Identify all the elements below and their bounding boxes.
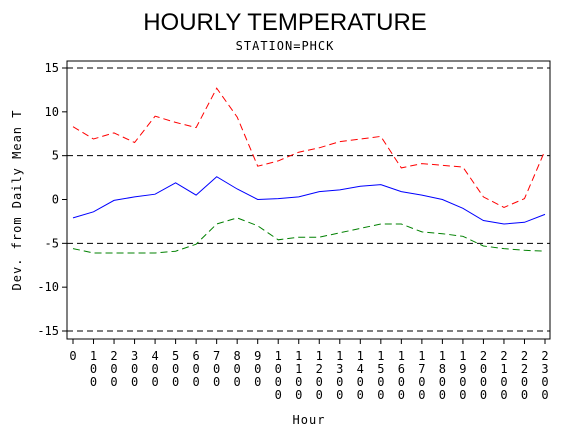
- series-line-3: [72, 217, 546, 254]
- x-tick-label: 0: [69, 349, 76, 363]
- x-axis-label: Hour: [293, 413, 326, 427]
- plot-frame: [66, 60, 551, 340]
- y-tick-label: 5: [52, 149, 59, 163]
- series-line-2: [72, 176, 546, 225]
- y-tick-label: -5: [45, 236, 59, 250]
- x-axis: 0 1 0 0 2 0 0 3 0 0 4 0 0 5 0 0 6 0 0 7 0 0 8 0 0 9 0 0 1 0 0 0 1 1 0 0 1 2 0 0…: [69, 339, 549, 402]
- series-line-1: [72, 87, 546, 208]
- y-tick-label: -10: [37, 280, 59, 294]
- chart-subtitle: STATION=PHCK: [236, 39, 335, 53]
- y-axis-label: Dev. from Daily Mean T: [10, 110, 24, 291]
- y-tick-label: 10: [45, 105, 59, 119]
- y-tick-label: -15: [37, 324, 59, 338]
- series-layer: [72, 87, 546, 254]
- chart-title: HOURLY TEMPERATURE: [143, 9, 427, 36]
- reference-lines: [67, 67, 550, 332]
- y-axis: -15 -10 -5 0 5 10 15: [37, 61, 67, 338]
- y-tick-label: 15: [45, 61, 59, 75]
- y-tick-label: 0: [52, 193, 59, 207]
